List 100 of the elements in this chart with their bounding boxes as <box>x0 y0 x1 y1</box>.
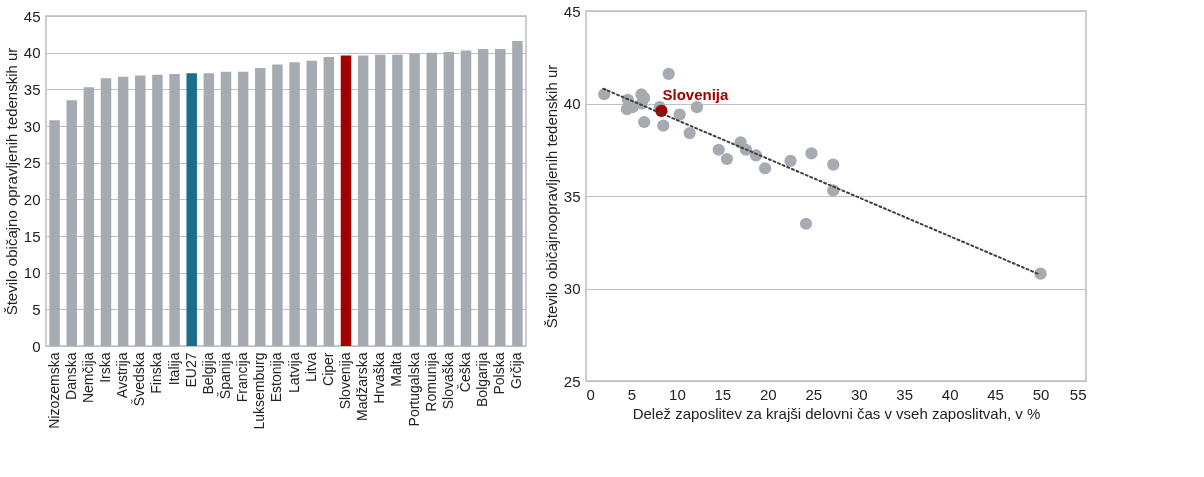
bar <box>443 51 455 346</box>
x-tick-label: 30 <box>850 385 868 403</box>
bar <box>340 55 352 346</box>
bar <box>49 120 60 346</box>
y-tick-label: 0 <box>32 337 41 355</box>
x-tick-label: Slovaška <box>439 352 456 410</box>
point <box>598 88 611 101</box>
point <box>683 126 696 140</box>
bar <box>220 71 232 346</box>
x-tick-label: Estonija <box>268 352 285 403</box>
point <box>662 67 675 81</box>
x-tick-label: Španija <box>217 352 233 400</box>
bar <box>512 40 523 346</box>
bar <box>66 100 77 346</box>
bar <box>392 54 403 346</box>
point <box>827 158 840 171</box>
y-tick-label: 35 <box>23 80 41 98</box>
x-tick-label: Grčija <box>508 352 525 390</box>
point <box>784 154 797 167</box>
bar <box>272 64 283 346</box>
bar <box>495 49 506 346</box>
point <box>1034 267 1047 280</box>
x-tick-label: 5 <box>627 385 637 403</box>
point <box>673 108 686 121</box>
x-tick-label: Belgija <box>199 352 216 395</box>
bar <box>375 54 386 346</box>
x-tick-label: Bolgarija <box>474 352 491 407</box>
point <box>712 143 725 156</box>
x-tick-label: 55 <box>1069 385 1087 403</box>
bar <box>237 71 249 346</box>
y-tick-label: 15 <box>23 227 41 245</box>
y-axis-title: Število običajnoopravljenih tedenskih ur <box>542 64 560 329</box>
x-tick-label: Hrvaška <box>371 352 388 404</box>
series-label: Slovenija <box>662 85 729 103</box>
bar <box>409 53 420 346</box>
x-tick-label: EU27 <box>182 352 199 388</box>
bar <box>460 50 472 346</box>
x-tick-label: 25 <box>805 385 823 403</box>
x-tick-label: Nemčija <box>79 352 96 404</box>
y-tick-label: 30 <box>563 280 581 297</box>
x-tick-label: Češka <box>457 352 473 393</box>
bar <box>477 49 489 346</box>
x-tick-label: 50 <box>1032 385 1050 403</box>
x-tick-label: Polska <box>491 352 508 395</box>
x-tick-label: 10 <box>669 385 686 403</box>
y-tick-label: 45 <box>23 7 41 25</box>
x-tick-label: Ciper <box>319 352 336 386</box>
bar <box>83 87 95 346</box>
x-tick-label: 40 <box>941 385 959 403</box>
point <box>758 162 772 175</box>
x-tick-label: 0 <box>586 385 595 403</box>
x-tick-label: Irska <box>97 352 113 383</box>
x-tick-label: Malta <box>388 352 405 387</box>
bar <box>135 75 146 346</box>
x-tick-label: Finska <box>148 352 165 394</box>
x-tick-label: 15 <box>714 385 732 403</box>
bar <box>323 57 335 346</box>
point <box>638 115 651 129</box>
bar <box>169 73 180 346</box>
y-axis-title: Število običajno opravljenih tedenskih ur <box>2 47 20 316</box>
point <box>720 152 734 166</box>
bar <box>289 62 300 346</box>
y-tick-label: 40 <box>563 95 581 112</box>
x-tick-label: Luksemburg <box>251 352 268 430</box>
y-tick-label: 10 <box>23 264 41 282</box>
x-tick-label: Latvija <box>285 352 302 393</box>
y-tick-label: 40 <box>23 44 41 62</box>
y-tick-label: 5 <box>32 300 41 318</box>
bar <box>203 73 215 346</box>
x-tick-label: Madžarska <box>354 352 371 421</box>
bar <box>306 60 317 346</box>
point <box>805 147 818 160</box>
x-axis-title: Delež zaposlitev za krajši delovni čas v vseh zaposlitvah, v % <box>632 404 1041 422</box>
x-tick-label: Portugalska <box>405 352 422 427</box>
y-tick-label: 20 <box>23 190 41 208</box>
bar <box>255 68 266 346</box>
x-tick-label: 45 <box>987 385 1004 403</box>
x-tick-label: Slovenija <box>337 352 353 410</box>
bar <box>100 78 112 346</box>
x-tick-label: 20 <box>759 385 777 403</box>
point <box>657 119 670 132</box>
x-tick-label: 35 <box>896 385 914 403</box>
point <box>799 217 813 230</box>
x-tick-label: Romunija <box>422 352 439 412</box>
bar <box>117 76 129 346</box>
x-tick-label: Švedska <box>131 352 148 407</box>
x-tick-label: Litva <box>302 352 319 383</box>
x-tick-label: Nizozemska <box>45 352 62 429</box>
y-tick-label: 25 <box>23 154 41 172</box>
x-tick-label: Avstrija <box>114 352 131 399</box>
y-tick-label: 30 <box>23 117 41 135</box>
bar <box>357 55 369 346</box>
y-tick-label: 35 <box>563 187 581 205</box>
x-tick-label: Danska <box>62 352 79 400</box>
x-tick-label: Francija <box>234 352 251 403</box>
bar <box>426 52 437 346</box>
bar <box>186 73 197 346</box>
x-tick-label: Italija <box>165 352 182 386</box>
bar <box>152 74 163 346</box>
y-tick-label: 45 <box>563 2 581 20</box>
